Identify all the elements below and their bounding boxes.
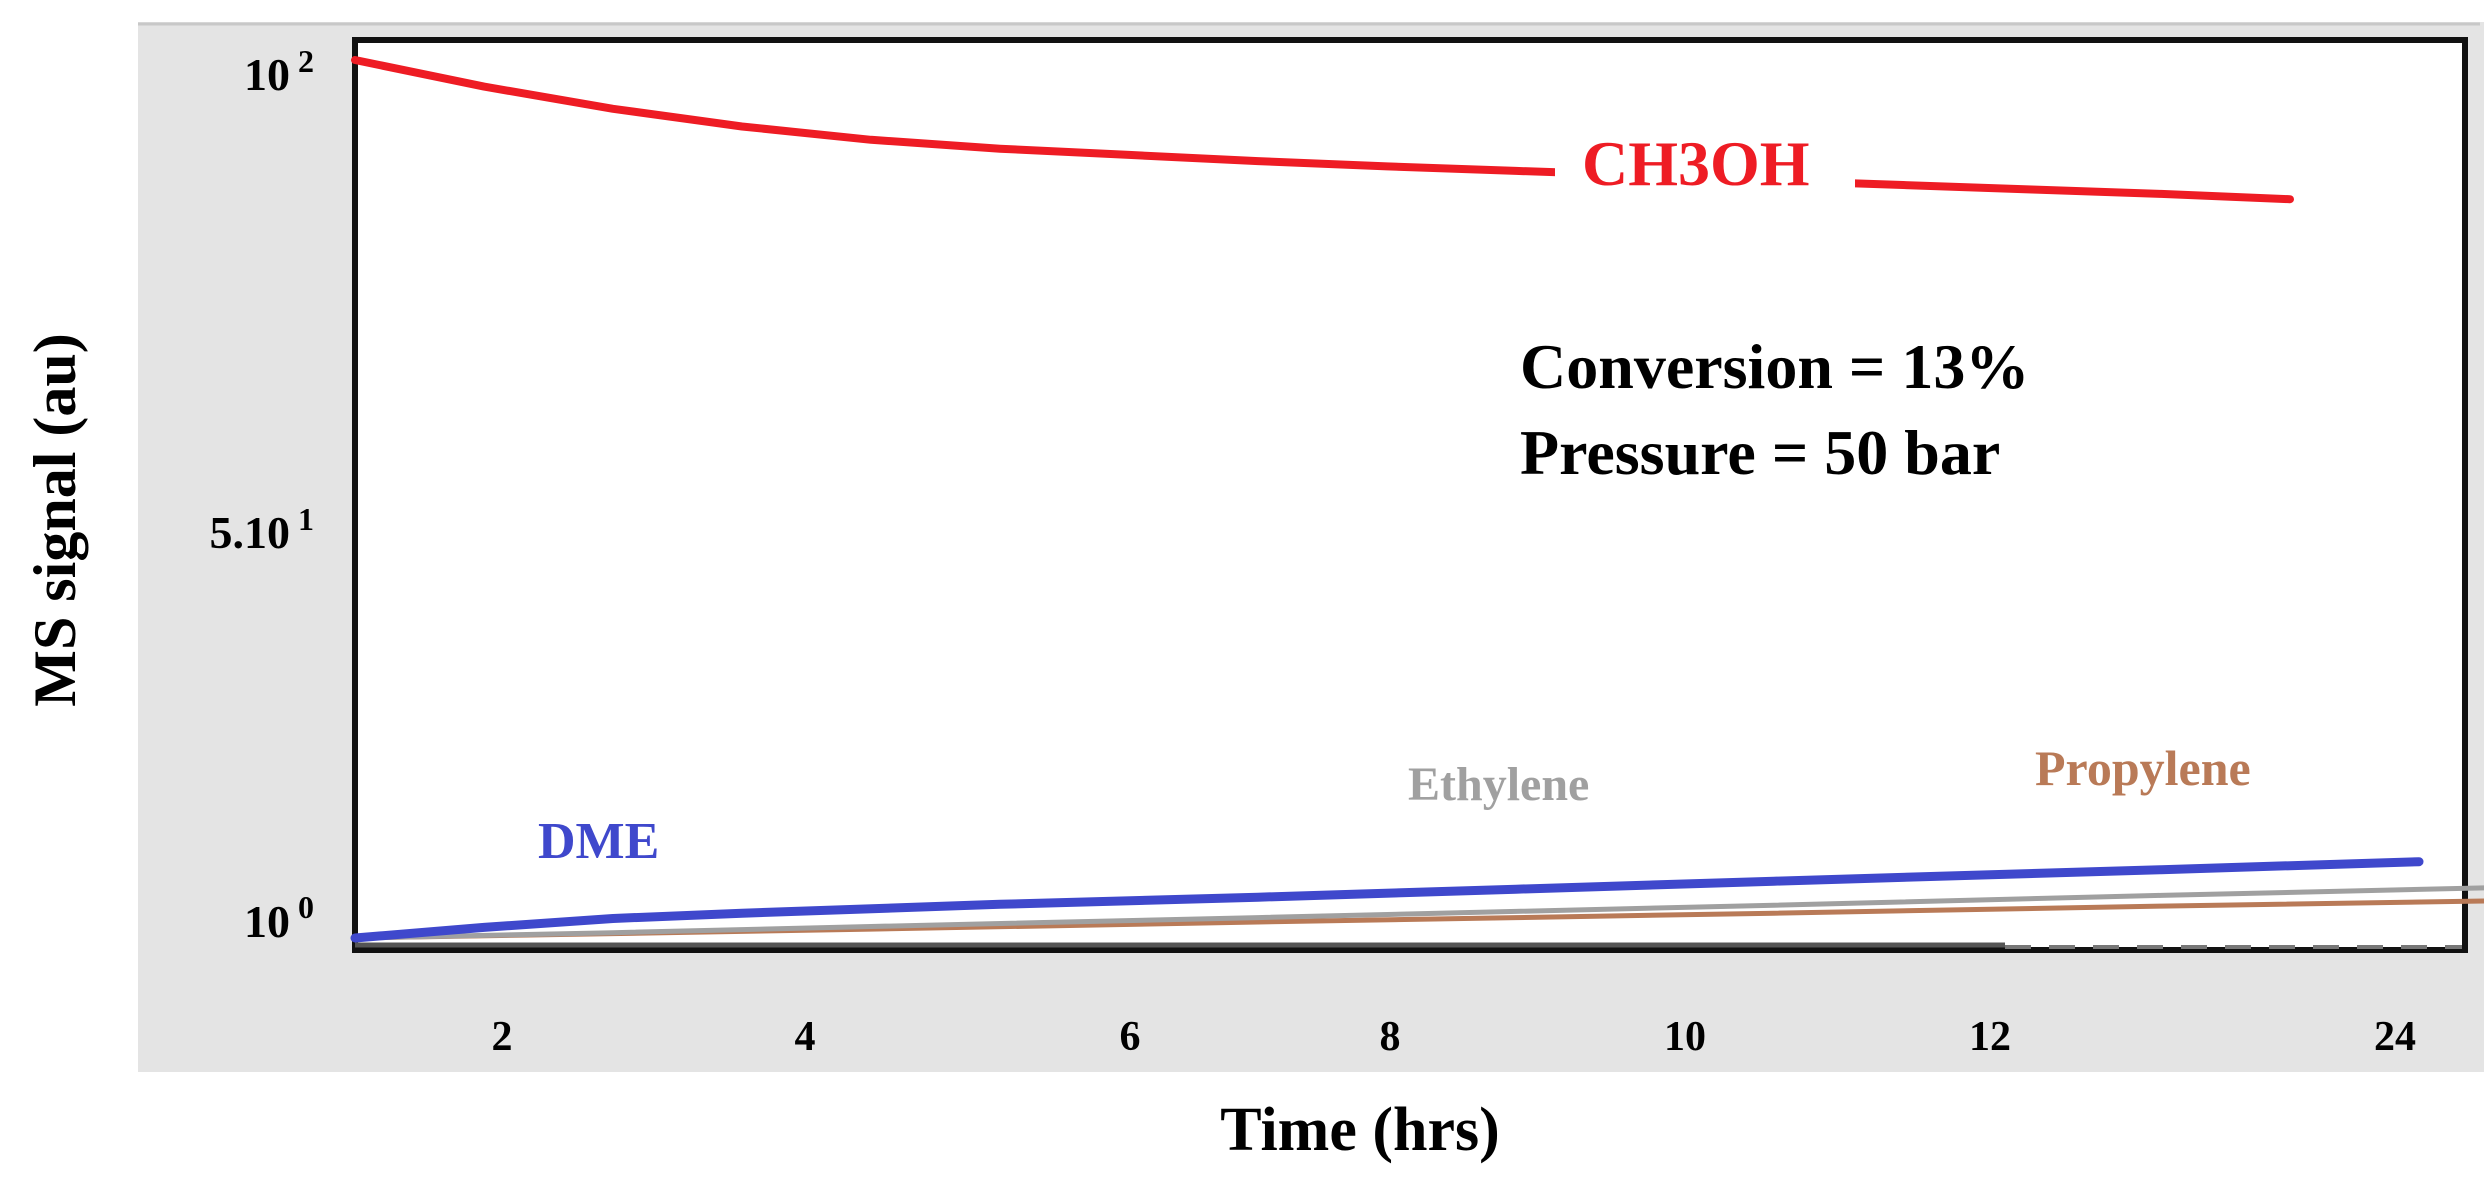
y-tick-label-50: 5.10 1 — [210, 501, 315, 558]
annotation-conversion: Conversion = 13% — [1520, 331, 2029, 402]
series-layer — [350, 56, 2484, 943]
y-tick-50-exp: 1 — [298, 501, 314, 537]
y-tick-1-base: 10 — [244, 896, 290, 947]
y-tick-1-exp: 0 — [298, 889, 314, 925]
x-tick-label: 4 — [795, 1014, 816, 1060]
x-tick-label: 8 — [1380, 1014, 1401, 1060]
series-label-ch3oh: CH3OH — [1582, 128, 1810, 199]
series-line-ethylene — [352, 885, 2484, 941]
y-tick-100-exp: 2 — [298, 43, 314, 79]
series-label-propylene: Propylene — [2035, 740, 2251, 796]
y-tick-label-100: 10 2 — [244, 43, 314, 100]
y-tick-label-1: 10 0 — [244, 889, 314, 947]
plot-area — [352, 37, 2468, 953]
annotation-pressure: Pressure = 50 bar — [1520, 417, 2000, 488]
y-tick-50-base: 5.10 — [210, 507, 291, 558]
x-tick-label: 12 — [1969, 1014, 2011, 1060]
x-axis-label: Time (hrs) — [1220, 1096, 1500, 1164]
x-tick-label: 2 — [492, 1014, 513, 1060]
x-tick-label: 24 — [2374, 1014, 2416, 1060]
ch3oh-label-background — [1555, 118, 1855, 200]
series-line-dme — [350, 857, 2424, 943]
series-label-ethylene: Ethylene — [1408, 758, 1589, 811]
y-tick-100-base: 10 — [244, 49, 290, 100]
y-axis-label: MS signal (au) — [22, 333, 88, 706]
x-tick-label: 10 — [1664, 1014, 1706, 1060]
x-tick-label: 6 — [1120, 1014, 1141, 1060]
series-line-ch3oh — [351, 56, 2294, 204]
series-label-dme: DME — [538, 813, 659, 870]
